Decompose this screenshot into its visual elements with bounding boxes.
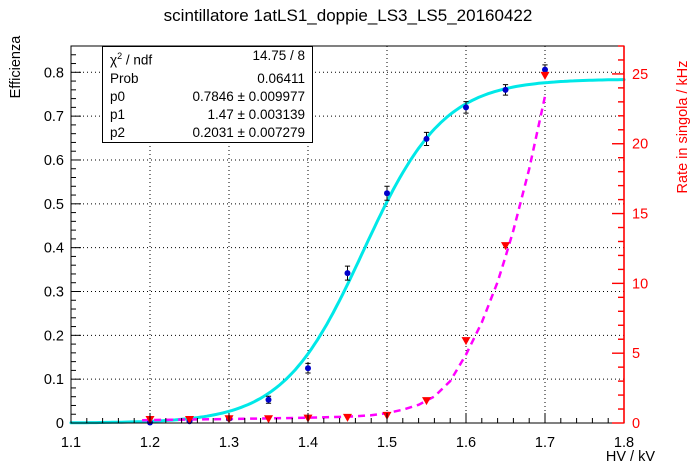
efficiency-point — [423, 135, 430, 142]
y-right-tick-label: 20 — [632, 137, 648, 153]
y-left-tick-label: 0.1 — [44, 372, 64, 388]
stats-label: Prob — [110, 70, 139, 86]
stats-box: χ2 / ndf 14.75 / 8 Prob 0.06411 p0 0.7846 ±… — [102, 46, 313, 143]
y-left-tick-label: 0.5 — [44, 197, 64, 213]
y-right-tick-label: 25 — [632, 67, 648, 83]
stats-label: p2 — [110, 124, 126, 140]
stats-label-chi2: χ2 / ndf — [110, 51, 153, 68]
efficiency-point — [305, 365, 311, 372]
stats-label: p1 — [110, 106, 126, 122]
y-left-axis-title: Efficienza — [8, 35, 24, 99]
rate-point — [264, 415, 273, 424]
stats-row-prob: Prob 0.06411 — [103, 70, 312, 88]
efficiency-point — [344, 270, 351, 277]
efficiency-point — [384, 190, 390, 197]
x-tick-label: 1.8 — [614, 435, 634, 451]
rate-point — [343, 413, 352, 422]
efficiency-point — [502, 86, 509, 93]
y-left-tick-label: 0.7 — [44, 109, 64, 125]
y-right-tick-label: 0 — [632, 416, 640, 432]
rate-point — [540, 71, 550, 80]
y-right-tick-label: 10 — [632, 276, 648, 292]
x-tick-label: 1.7 — [535, 435, 555, 451]
y-left-tick-label: 0 — [56, 416, 64, 432]
x-tick-label: 1.4 — [298, 435, 318, 451]
rate-point — [501, 242, 510, 251]
stats-row-p0: p0 0.7846 ± 0.009977 — [103, 88, 312, 106]
y-right-axis-title: Rate in singola / kHz — [675, 60, 691, 194]
rate-point — [422, 397, 431, 406]
stats-row-chi2: χ2 / ndf 14.75 / 8 — [103, 47, 312, 70]
x-tick-label: 1.5 — [377, 435, 397, 451]
efficiency-point — [463, 104, 469, 111]
x-tick-label: 1.3 — [219, 435, 239, 451]
rate-fit-curve — [142, 96, 547, 422]
stats-value: 1.47 ± 0.003139 — [207, 106, 306, 122]
stats-value-chi2: 14.75 / 8 — [252, 48, 305, 64]
stats-row-p2: p2 0.2031 ± 0.007279 — [103, 124, 312, 142]
rate-point — [185, 416, 194, 425]
stats-label: p0 — [110, 88, 126, 104]
y-right-tick-label: 15 — [632, 207, 648, 223]
efficiency-point — [542, 66, 548, 73]
plot-title: scintillatore 1atLS1_doppie_LS3_LS5_2016… — [163, 6, 533, 25]
stats-value: 0.06411 — [257, 70, 305, 86]
stats-value: 0.7846 ± 0.009977 — [192, 88, 305, 104]
efficiency-point — [265, 396, 272, 403]
y-left-tick-label: 0.4 — [44, 241, 64, 257]
efficiency-fit-curve — [69, 78, 626, 425]
x-axis-title: HV / kV — [605, 449, 655, 465]
y-left-tick-label: 0.6 — [44, 153, 64, 169]
stats-row-p1: p1 1.47 ± 0.003139 — [103, 106, 312, 124]
y-right-tick-label: 5 — [632, 346, 640, 362]
y-left-tick-label: 0.8 — [44, 65, 64, 81]
y-left-tick-label: 0.2 — [44, 328, 64, 344]
rate-point — [461, 337, 471, 346]
y-left-tick-label: 0.3 — [44, 284, 64, 300]
x-tick-label: 1.2 — [140, 435, 160, 451]
x-tick-label: 1.1 — [61, 435, 81, 451]
x-tick-label: 1.6 — [456, 435, 476, 451]
stats-value: 0.2031 ± 0.007279 — [192, 124, 305, 140]
